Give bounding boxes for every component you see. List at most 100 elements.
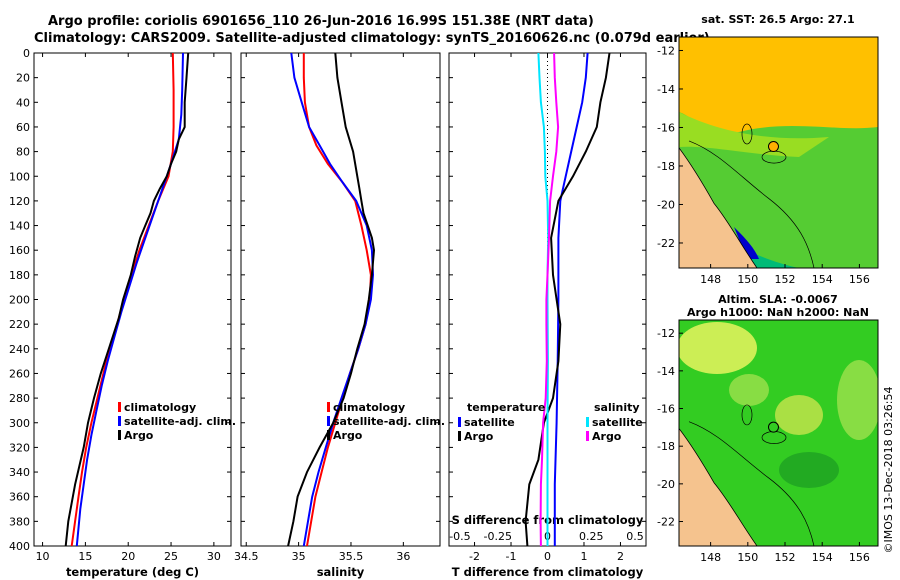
- t-satellite-legend-label: satellite: [464, 416, 515, 429]
- depth-tick-label: 200: [9, 294, 30, 307]
- t-argo-legend-label: Argo: [464, 430, 494, 443]
- temperature-panel: 0 20 40 60 80 100 120 140 160 180 200 220 240 260 280 3…: [9, 47, 232, 579]
- map-frame: [678, 36, 879, 269]
- salinity-panel: 34.5 35 35.5 36 salinity: [234, 52, 441, 579]
- lon-tick-label: 154: [812, 551, 833, 564]
- x-tick-label: 36: [396, 550, 410, 563]
- depth-tick-label: 400: [9, 540, 30, 553]
- satellite-legend-label: satellite-adj. clim.: [124, 415, 236, 428]
- s-diff-tick-label: 0.5: [626, 530, 644, 543]
- climatology-swatch: [118, 402, 121, 412]
- title-line-2: Climatology: CARS2009. Satellite-adjuste…: [34, 31, 710, 46]
- x-tick-label: 15: [78, 550, 92, 563]
- sla-high-2: [775, 395, 823, 435]
- land-mass: [679, 427, 758, 546]
- depth-tick-label: 160: [9, 244, 30, 257]
- sla-high-3: [729, 374, 769, 406]
- lon-tick-label: 152: [775, 551, 796, 564]
- lat-tick-label: -20: [657, 198, 675, 211]
- depth-tick-label: 100: [9, 170, 30, 183]
- lon-tick-label: 152: [775, 273, 796, 286]
- lat-tick-label: -22: [657, 516, 675, 529]
- cold-patch: [734, 227, 759, 259]
- map-sst: sat. SST: 26.5 Argo: 27.1 -12 -14 -16 -18 -20…: [657, 13, 879, 286]
- lat-tick-label: -12: [657, 44, 675, 57]
- depth-tick-label: 300: [9, 417, 30, 430]
- lat-tick-label: -16: [657, 403, 675, 416]
- s-diff-tick-label: -0.25: [483, 530, 511, 543]
- depth-tick-label: 20: [16, 72, 30, 85]
- x-tick-label: -2: [469, 550, 480, 563]
- depth-tick-label: 320: [9, 441, 30, 454]
- s-satellite-legend-label: satellite: [592, 416, 643, 429]
- series-temperature-argo-line: [524, 52, 611, 547]
- depth-tick-label: 60: [16, 121, 30, 134]
- x-axis-label: T difference from climatology: [452, 565, 644, 579]
- depth-tick-label: 40: [16, 96, 30, 109]
- depth-tick-label: 180: [9, 269, 30, 282]
- satellite-legend-label: satellite-adj. clim.: [333, 415, 445, 428]
- lat-tick-label: -14: [657, 83, 675, 96]
- s-diff-tick-label: 0.25: [579, 530, 604, 543]
- x-tick-label: -1: [506, 550, 517, 563]
- s-argo-legend-label: Argo: [592, 430, 622, 443]
- reef-outline: [741, 404, 753, 426]
- series-temperature-satellite-line: [553, 52, 589, 546]
- legend-difference: temperature salinitysatelliteArgosatellit…: [458, 401, 643, 443]
- sla-low-1: [779, 452, 839, 488]
- x-tick-label: 30: [207, 550, 221, 563]
- map-field: [679, 320, 878, 546]
- lon-tick-label: 150: [737, 273, 758, 286]
- x-axis-label: temperature (deg C): [66, 565, 199, 579]
- warm-water-region: [679, 37, 878, 133]
- shelf-contour: [688, 421, 815, 546]
- argo-float-marker: [767, 421, 779, 433]
- map-field: [679, 37, 878, 268]
- map-frame: [678, 319, 879, 547]
- climatology-legend-label: climatology: [124, 401, 196, 414]
- plot-frame: [240, 52, 441, 547]
- title-line-1: Argo profile: coriolis 6901656_110 26-Ju…: [48, 14, 594, 29]
- x-axis-label: salinity: [317, 565, 365, 579]
- series-salinity-argo-line: [539, 52, 560, 547]
- lat-tick-label: -18: [657, 440, 675, 453]
- argo-legend-label: Argo: [124, 429, 154, 442]
- sla-high-4: [837, 360, 878, 440]
- lat-tick-label: -20: [657, 478, 675, 491]
- x-tick-label: 1: [580, 550, 587, 563]
- depth-tick-label: 340: [9, 466, 30, 479]
- x-tick-label: 2: [617, 550, 624, 563]
- credit-label: ©IMOS 13-Dec-2018 03:26:54: [882, 387, 895, 554]
- lat-tick-label: -22: [657, 237, 675, 250]
- lon-tick-label: 154: [812, 273, 833, 286]
- argo-swatch: [118, 430, 121, 440]
- reef-outline: [741, 123, 753, 145]
- x-tick-label: 10: [36, 550, 50, 563]
- temperature-legend-heading: temperature: [467, 401, 545, 414]
- argo-legend-label: Argo: [333, 429, 363, 442]
- climatology-legend-label: climatology: [333, 401, 405, 414]
- s-argo-swatch: [586, 431, 589, 441]
- lon-tick-label: 148: [700, 273, 721, 286]
- lon-tick-label: 150: [737, 551, 758, 564]
- x-tick-label: 25: [164, 550, 178, 563]
- series-satellite-line: [290, 52, 375, 547]
- depth-tick-label: 380: [9, 515, 30, 528]
- series-argo-line: [64, 52, 190, 547]
- x-tick-label: 35.5: [339, 550, 364, 563]
- shelf-contour: [688, 140, 815, 268]
- x-tick-label: 20: [121, 550, 135, 563]
- s-satellite-swatch: [586, 417, 589, 427]
- salinity-legend-heading: salinity: [594, 401, 640, 414]
- t-argo-swatch: [458, 431, 461, 441]
- lat-tick-label: -16: [657, 121, 675, 134]
- depth-tick-label: 120: [9, 195, 30, 208]
- lon-tick-label: 148: [700, 551, 721, 564]
- s-diff-tick-label: -0.5: [449, 530, 470, 543]
- transition-region: [679, 112, 829, 157]
- depth-tick-label: 240: [9, 343, 30, 356]
